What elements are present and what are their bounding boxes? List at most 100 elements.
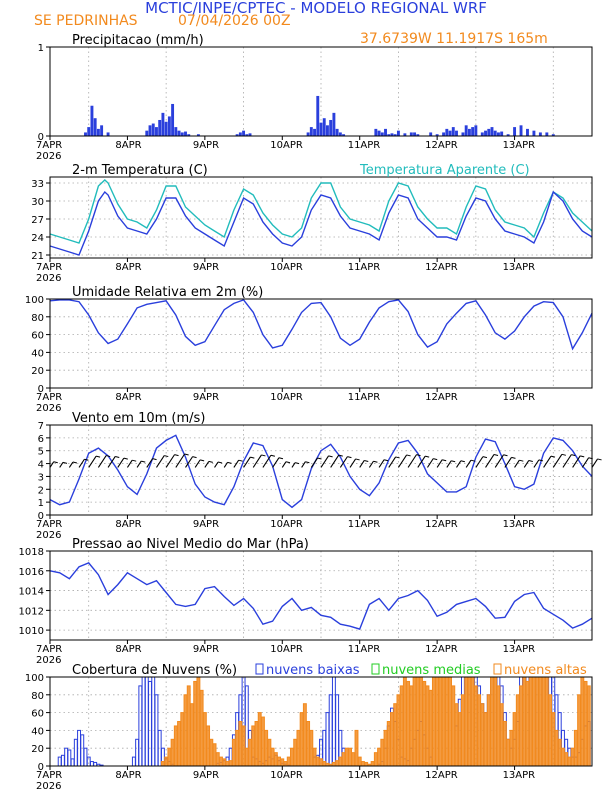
high-cloud-bar [580,676,585,767]
x-tick-label: 9APR [193,644,219,655]
high-cloud-bar [525,680,530,767]
wind-barb [465,459,472,468]
high-cloud-bar [251,725,256,767]
precip-bar [551,134,555,136]
precip-bar [329,119,333,136]
high-cloud-bar [435,676,440,767]
precip-bar [445,128,449,136]
wind-barb-flag [192,456,197,459]
high-cloud-bar [541,676,546,767]
high-cloud-bar [260,716,265,767]
low-cloud-bar [331,676,336,767]
panel-title: Pressao ao Nivel Medio do Mar (hPa) [72,537,309,552]
precip-bar [87,127,91,136]
high-cloud-bar [493,676,498,767]
high-cloud-bar [451,685,456,767]
y-tick-label: 0 [38,511,44,522]
high-cloud-bar [322,761,327,767]
precip-bar [174,127,178,136]
x-tick-label: 13APR [503,770,536,781]
high-cloud-bar [586,685,591,767]
x-tick-label: 12APR [425,519,458,530]
high-cloud-bar [244,747,249,767]
wind-barb-flag [519,459,524,462]
high-cloud-bar [351,752,356,767]
wind-barb-flag [53,461,58,464]
precip-bar [326,125,329,136]
low-cloud-bar [138,685,143,767]
low-cloud-bar [73,738,78,767]
high-cloud-bar [538,676,543,767]
high-cloud-bar [428,689,433,767]
wind-barb [204,461,210,468]
x-year-label: 2026 [36,655,61,666]
precip-bar [474,125,478,136]
legend-swatch-0 [255,663,264,675]
wind-barb-flag [406,454,411,457]
low-cloud-bar [151,676,156,767]
wind-barb [562,454,572,468]
wind-barb [262,454,272,468]
x-tick-label: 11APR [348,519,381,530]
x-tick-label: 12APR [425,770,458,781]
x-tick-label: 11APR [348,770,381,781]
panel-title: 2-m Temperatura (C) [72,163,208,178]
high-cloud-bar [312,747,317,767]
precip-bar [532,130,536,136]
precip-bar [435,134,439,136]
precip-bar [519,125,523,136]
high-cloud-bar [209,738,214,767]
wind-barb [252,454,262,468]
wind-barb-flag [227,461,232,464]
wind-barb-flag [95,455,101,458]
wind-barb [359,460,365,468]
high-cloud-bar [238,721,243,767]
high-cloud-bar [519,685,523,767]
panel-frame [49,424,593,516]
wind-barb-flag [278,457,284,460]
high-cloud-bar [431,676,436,767]
precip-bar [309,127,313,136]
high-cloud-bar [515,694,520,767]
high-cloud-bar [254,721,259,767]
wind-barb [475,456,484,468]
high-cloud-bar [360,761,365,767]
y-tick-label: 4 [38,460,44,471]
high-cloud-bar [309,729,314,767]
high-cloud-bar [415,676,420,767]
wind-barb-flag [123,457,128,460]
precip-bar [455,130,458,136]
x-tick-label: 11APR [348,644,381,655]
wind-barb-flag [84,458,89,461]
y-tick-label: 1012 [19,606,44,617]
precip-bar [377,130,381,136]
wind-barb [485,454,495,468]
x-tick-label: 13APR [503,140,536,151]
low-cloud-bar [328,694,333,767]
high-cloud-bar [341,752,346,767]
low-cloud-bar [67,749,72,767]
wind-barb-flag [580,455,585,458]
high-cloud-bar [280,758,285,767]
x-tick-label: 12APR [425,392,458,403]
high-cloud-bar [248,738,252,767]
temp-line-0 [49,179,593,244]
y-tick-label: 100 [25,673,44,684]
wind-barb [378,459,385,468]
wind-barb [533,459,540,468]
high-cloud-bar [344,747,349,767]
high-cloud-bar [548,694,553,767]
y-tick-label: 21 [31,251,44,262]
y-tick-label: 24 [31,233,44,244]
location-label: SE PEDRINHAS [34,13,138,29]
wind-barb-flag [442,459,447,462]
high-cloud-bar [393,703,398,767]
wind-barb [397,454,408,468]
high-cloud-bar [206,725,211,767]
precip-bar [484,130,487,136]
wind-barb [97,455,107,468]
y-tick-label: 0 [38,132,44,143]
x-tick-label: 10APR [270,644,303,655]
precip-bar [322,118,326,136]
low-cloud-bar [148,680,152,767]
